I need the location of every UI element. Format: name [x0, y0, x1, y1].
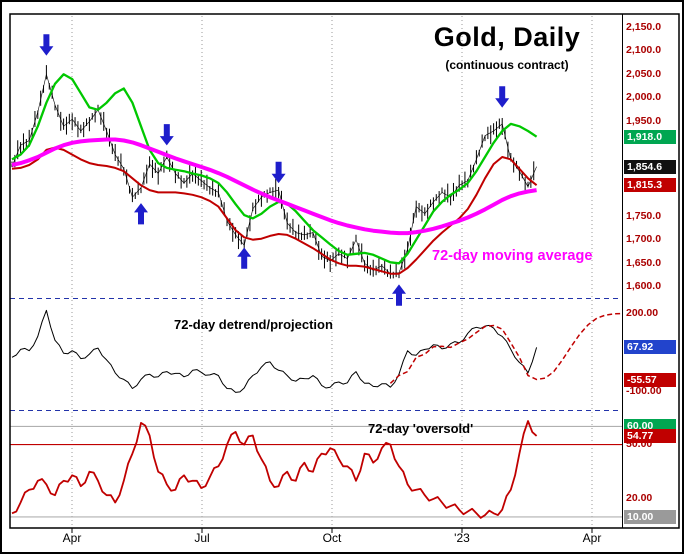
x-axis-label: Apr	[62, 531, 82, 545]
x-axis-label: '23	[454, 531, 470, 545]
y-axis-tick: 200.00	[626, 307, 659, 319]
oversold-line	[11, 420, 538, 519]
x-axis-label: Jul	[194, 531, 210, 545]
price-badge: -55.57	[624, 373, 676, 387]
moving-average-annotation: 72-day moving average	[432, 248, 593, 264]
price-badge: 10.00	[624, 510, 676, 524]
detrend-panel-annotation: 72-day detrend/projection	[174, 317, 333, 332]
magenta-72day-ma-line	[11, 137, 537, 236]
down-arrow-icon	[159, 124, 174, 146]
up-arrow-icon	[392, 284, 406, 306]
detrend-line	[11, 309, 538, 393]
y-axis-tick: 1,750.0	[626, 210, 662, 222]
price-badge: 1,815.3	[624, 178, 676, 192]
y-axis-tick: 20.00	[626, 492, 653, 504]
chart-subtitle: (continuous contract)	[445, 58, 569, 72]
price-badge: 54.77	[624, 429, 676, 443]
y-axis-tick: 1,950.0	[626, 115, 662, 127]
price-badge: 1,854.6	[624, 160, 676, 174]
chart-frame	[9, 13, 680, 529]
x-axis-label: Oct	[322, 531, 342, 545]
projection-line	[389, 312, 623, 384]
down-arrow-icon	[495, 86, 510, 108]
y-axis-tick: 2,150.0	[626, 21, 662, 33]
up-arrow-icon	[134, 203, 148, 225]
y-axis-tick: 1,600.0	[626, 280, 662, 292]
chart-title: Gold, Daily	[433, 22, 581, 52]
price-badge: 67.92	[624, 340, 676, 354]
up-arrow-icon	[237, 247, 252, 269]
down-arrow-icon	[271, 161, 286, 184]
y-axis-tick: 1,700.0	[626, 233, 662, 245]
price-badge: 1,918.0	[624, 130, 676, 144]
red-ma-line	[11, 146, 538, 275]
x-axis-label: Apr	[582, 531, 602, 545]
y-axis-tick: 1,650.0	[626, 257, 662, 269]
green-ma-line	[11, 73, 538, 265]
y-axis-tick: 2,000.0	[626, 91, 662, 103]
down-arrow-icon	[39, 34, 54, 56]
oversold-panel-annotation: 72-day 'oversold'	[368, 421, 474, 436]
y-axis-tick: 2,050.0	[626, 68, 662, 80]
y-axis-tick: -100.00	[626, 385, 662, 397]
y-axis-tick: 2,100.0	[626, 44, 662, 56]
